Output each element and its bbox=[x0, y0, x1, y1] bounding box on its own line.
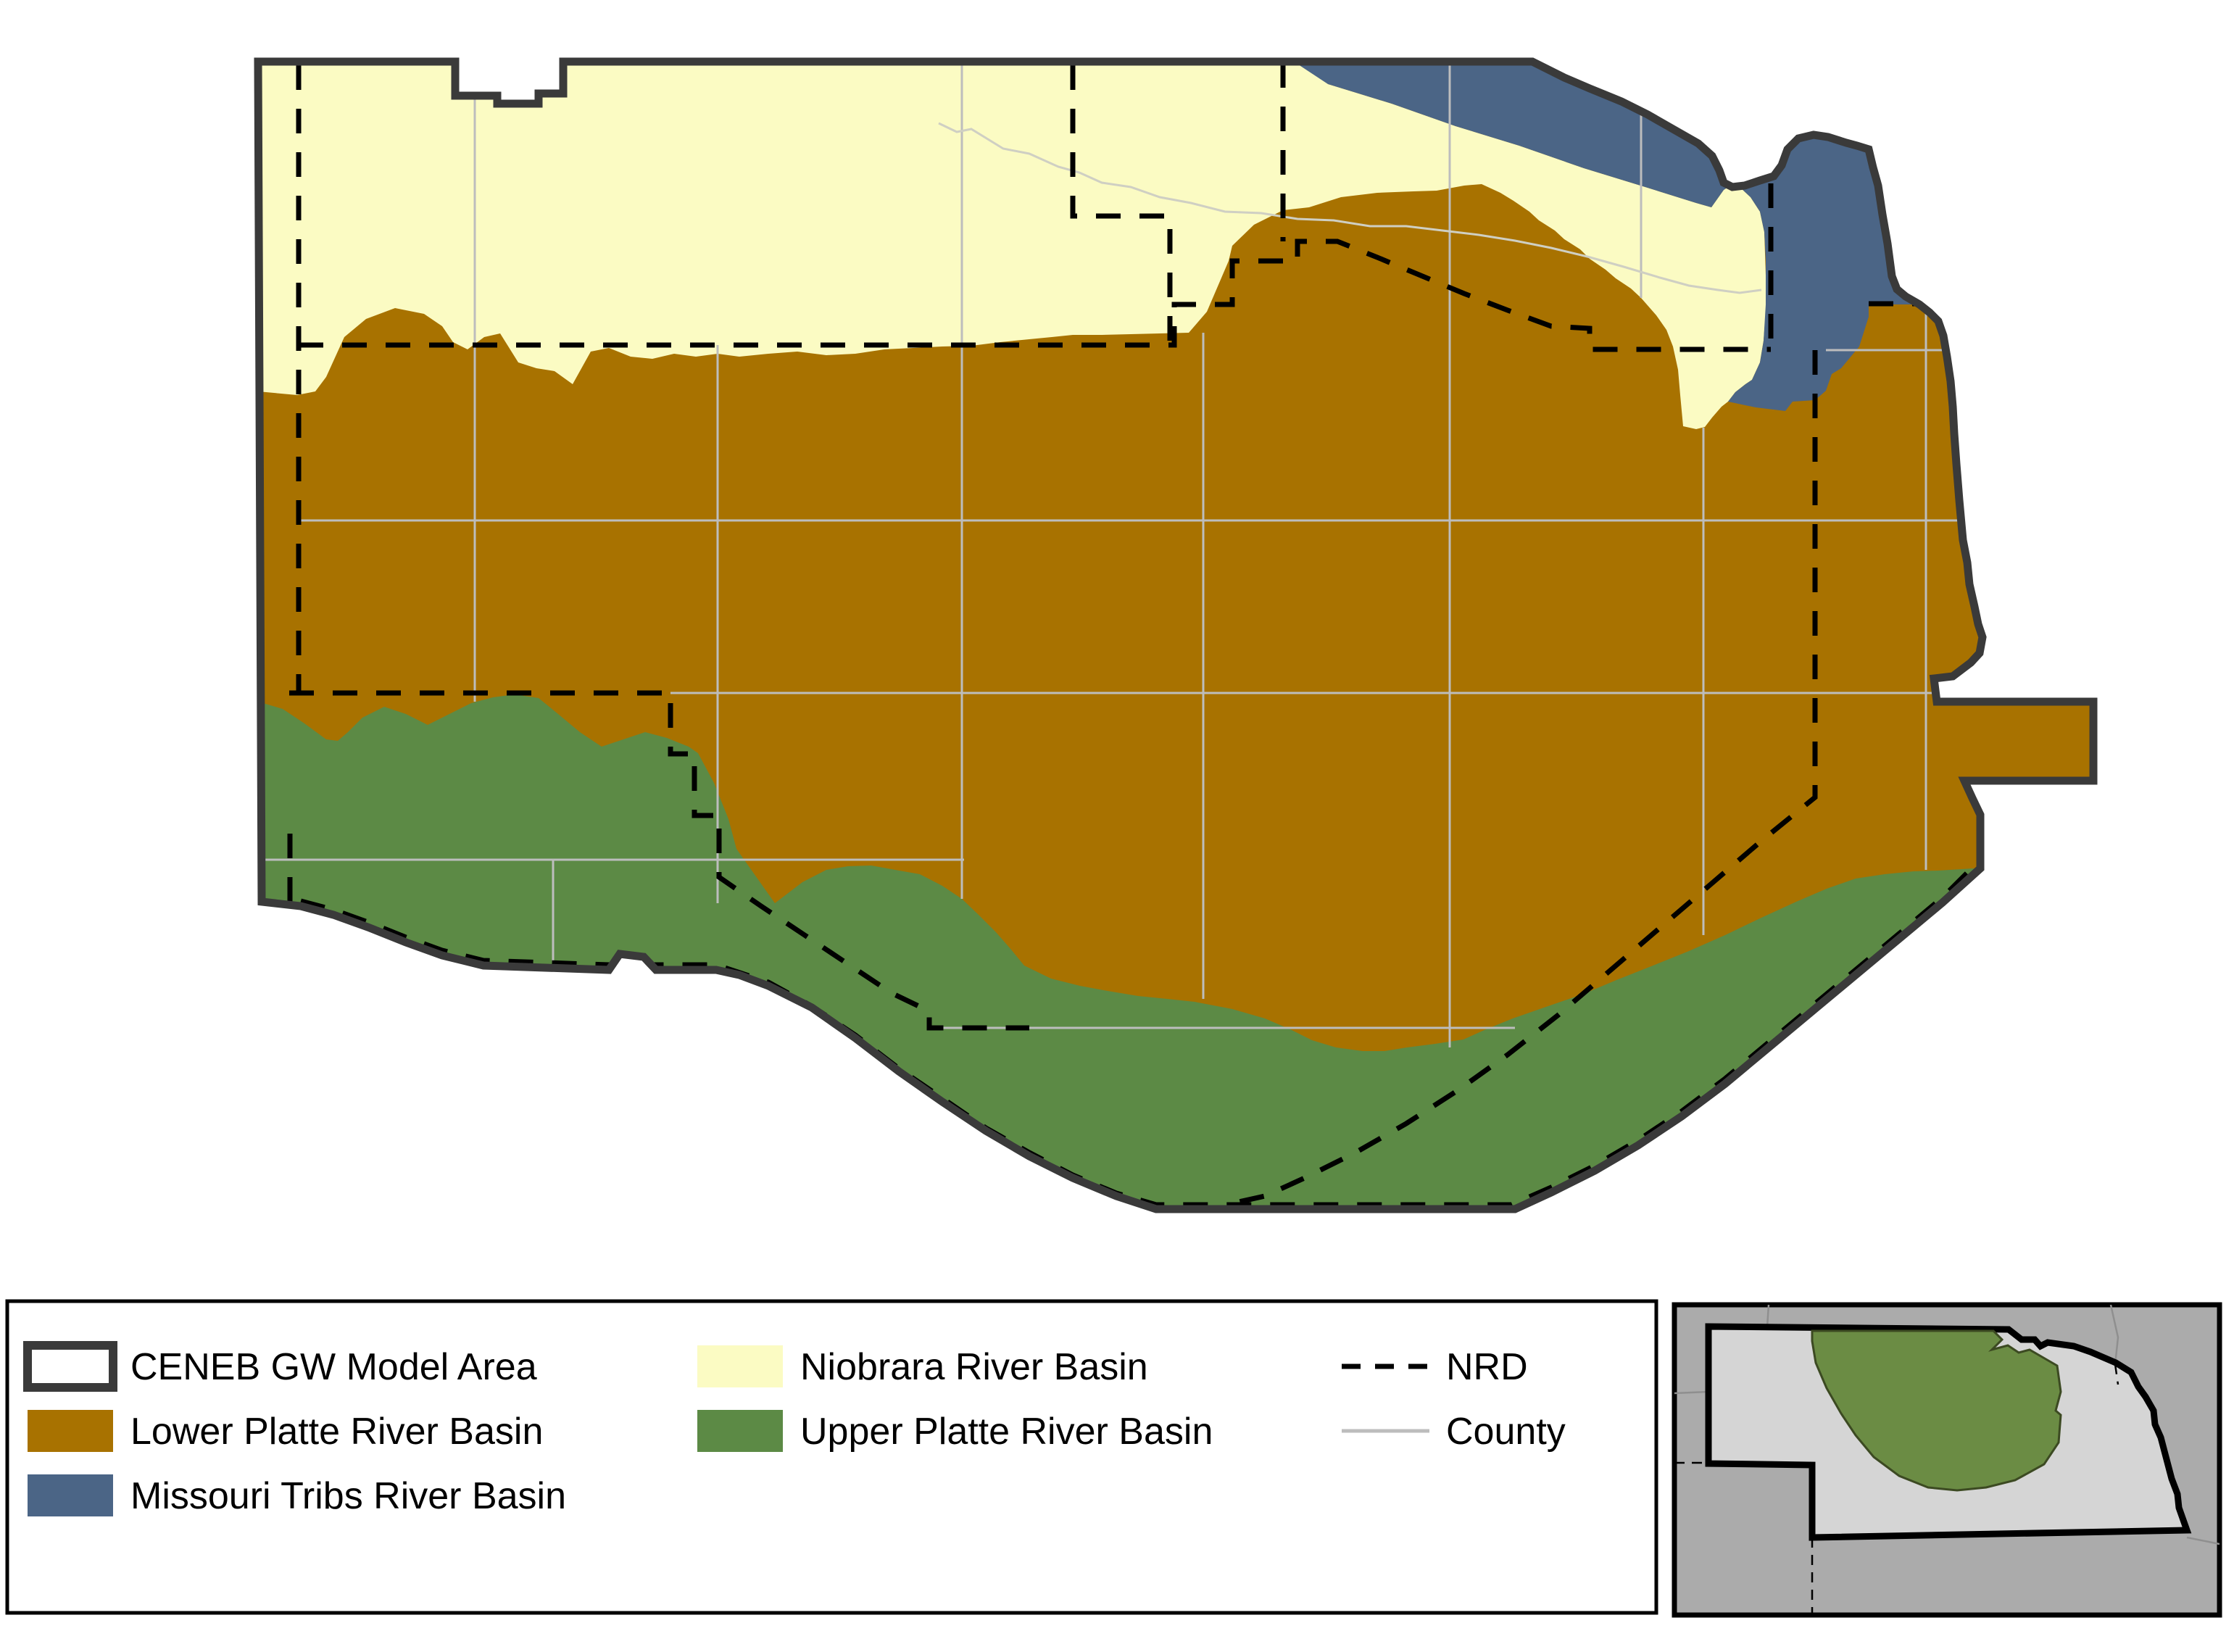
legend-box bbox=[5, 1299, 1658, 1615]
legend-swatch-niobrara bbox=[697, 1345, 783, 1387]
legend-label-lower-platte: Lower Platte River Basin bbox=[130, 1411, 543, 1453]
legend-label-county: County bbox=[1446, 1411, 1566, 1453]
legend-label-missouri-tribs: Missouri Tribs River Basin bbox=[130, 1475, 566, 1517]
inset-neighbor-lines bbox=[1674, 1305, 2220, 1545]
legend-swatch-lower-platte bbox=[28, 1410, 113, 1452]
main-map bbox=[254, 57, 2098, 1213]
niobrara-river-line bbox=[938, 122, 1762, 294]
legend-label-niobrara: Niobrara River Basin bbox=[800, 1346, 1148, 1388]
inset-dashed-lines bbox=[1674, 1363, 2119, 1615]
legend: CENEB GW Model Area Lower Platte River B… bbox=[5, 1299, 1658, 1615]
inset-model-area bbox=[1811, 1329, 2062, 1492]
legend-label-model-area: CENEB GW Model Area bbox=[130, 1346, 537, 1388]
model-area-outline bbox=[254, 57, 2098, 1213]
legend-label-upper-platte: Upper Platte River Basin bbox=[800, 1411, 1213, 1453]
legend-label-nrd: NRD bbox=[1446, 1346, 1528, 1388]
legend-swatch-missouri-tribs bbox=[28, 1474, 113, 1516]
basin-niobrara bbox=[258, 62, 1766, 429]
county-lines bbox=[262, 62, 1982, 1047]
inset-locator-map bbox=[1672, 1302, 2222, 1618]
legend-swatch-upper-platte bbox=[697, 1410, 783, 1452]
legend-swatch-model-area bbox=[23, 1341, 117, 1392]
